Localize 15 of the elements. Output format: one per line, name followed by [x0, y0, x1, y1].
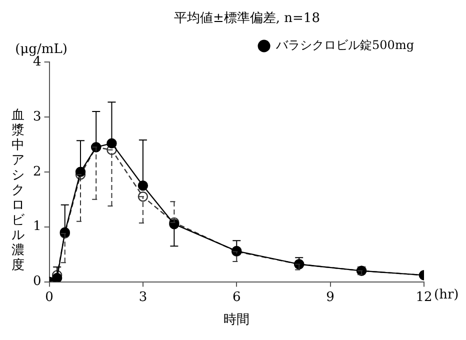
text: (μg/mL)	[15, 42, 68, 57]
legend-label: バラシクロビル錠500mg	[275, 38, 414, 52]
x-tick-label: 0	[45, 290, 54, 305]
y-tick-label: 2	[32, 164, 42, 180]
x-axis-title: 時間	[224, 312, 250, 328]
text: 血漿中アシクロビル濃度	[12, 108, 24, 273]
x-tick-label: 3	[138, 290, 148, 305]
x-tick-label: 12	[416, 290, 432, 305]
y-tick-label: 3	[32, 109, 42, 124]
text: 平均値±標準偏差, n=18	[174, 10, 320, 26]
x-tick-label: 6	[232, 290, 241, 305]
y-tick-label: 0	[32, 274, 42, 290]
x-tick-label: 9	[326, 290, 334, 305]
y-tick-label: 1	[32, 219, 42, 234]
text: (hr)	[434, 288, 459, 303]
